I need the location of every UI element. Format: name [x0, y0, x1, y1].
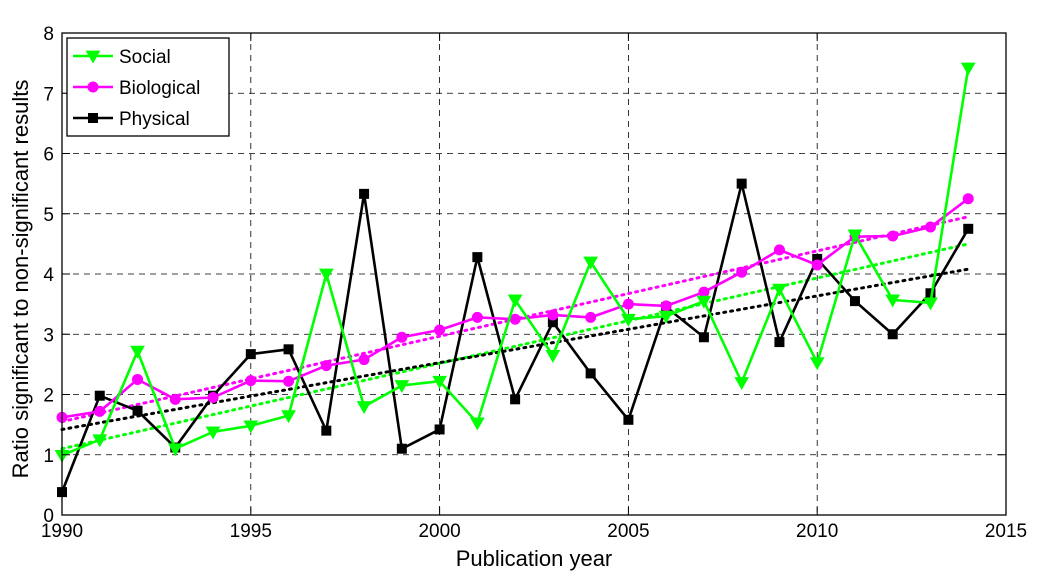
data-point-social [130, 345, 145, 359]
trend-line-social [60, 242, 970, 451]
x-axis-label: Publication year [456, 546, 613, 571]
data-point-social [847, 229, 863, 243]
data-point-physical [623, 414, 634, 425]
data-point-physical [132, 405, 143, 416]
y-tick-label: 3 [43, 325, 54, 346]
data-point-biological [283, 375, 295, 387]
data-point-biological [660, 300, 672, 312]
data-point-social [318, 268, 334, 282]
axis-ticks: 1990 1995 2000 2005 2010 2015 0 1 2 3 4 5 6 7 8 [41, 24, 1027, 542]
y-tick-label: 5 [43, 205, 54, 226]
data-point-biological [924, 221, 936, 233]
y-tick-label: 7 [43, 84, 54, 105]
data-point-physical [585, 368, 596, 379]
data-point-social [432, 375, 447, 389]
series-social [54, 62, 976, 463]
data-point-biological [396, 331, 408, 343]
y-tick-label: 2 [43, 386, 54, 407]
data-point-biological [94, 405, 106, 417]
y-tick-label: 1 [43, 446, 54, 467]
data-point-social [772, 283, 787, 297]
data-point-biological [132, 373, 144, 385]
legend-marker-biological [87, 81, 99, 93]
data-point-biological [207, 392, 219, 404]
data-point-social [923, 297, 938, 311]
data-point-social [167, 443, 183, 457]
data-point-biological [736, 266, 748, 278]
data-point-physical [359, 188, 370, 199]
legend-item-social: Social [73, 47, 171, 68]
legend-label-biological: Biological [119, 78, 200, 99]
x-tick-label: 2015 [985, 521, 1027, 542]
data-point-biological [698, 286, 710, 298]
data-point-social [92, 434, 108, 448]
data-point-physical [321, 425, 332, 436]
data-point-physical [698, 332, 709, 343]
data-point-social [281, 410, 296, 424]
data-point-biological [358, 354, 370, 366]
data-point-biological [547, 309, 559, 321]
data-point-biological [434, 324, 446, 336]
y-tick-label: 6 [43, 145, 54, 166]
data-point-physical [283, 344, 294, 355]
data-point-biological [471, 311, 483, 323]
x-tick-label: 2005 [607, 521, 649, 542]
data-point-biological [887, 230, 899, 242]
data-point-social [394, 380, 410, 393]
y-tick-label: 4 [43, 265, 54, 286]
data-point-social [621, 313, 636, 327]
data-point-social [696, 295, 712, 309]
data-point-biological [773, 244, 785, 256]
legend: Social Biological Physical [66, 37, 230, 137]
data-point-biological [245, 375, 257, 387]
data-point-social [809, 357, 825, 371]
x-tick-label: 1990 [41, 521, 83, 542]
data-point-physical [510, 394, 521, 405]
y-tick-label: 0 [43, 506, 54, 527]
data-point-biological [622, 298, 634, 310]
legend-marker-social [85, 50, 101, 64]
data-point-physical [472, 252, 483, 263]
data-point-social [469, 417, 485, 431]
legend-label-physical: Physical [119, 109, 190, 130]
data-point-physical [94, 390, 105, 401]
data-point-social [545, 349, 561, 363]
data-point-social [960, 62, 976, 76]
data-point-biological [962, 193, 974, 205]
legend-label-social: Social [119, 47, 171, 68]
y-axis-label: Ratio significant to non-significant res… [8, 80, 33, 479]
data-point-social [583, 256, 599, 270]
data-point-biological [169, 393, 181, 405]
data-point-physical [774, 337, 785, 348]
data-point-physical [245, 349, 256, 360]
data-point-social [885, 294, 901, 308]
y-tick-label: 8 [43, 24, 54, 45]
legend-item-physical: Physical [73, 109, 190, 130]
data-point-physical [736, 178, 747, 189]
series-lines [54, 62, 976, 498]
legend-marker-physical [88, 113, 98, 123]
data-point-physical [434, 424, 445, 435]
data-point-social [205, 426, 221, 440]
data-point-physical [849, 296, 860, 307]
data-point-social [356, 401, 372, 415]
data-point-social [658, 310, 674, 324]
data-point-physical [963, 223, 974, 234]
data-point-physical [396, 443, 407, 454]
data-point-biological [320, 360, 332, 372]
x-tick-label: 2000 [418, 521, 460, 542]
legend-item-biological: Biological [73, 78, 200, 99]
data-point-biological [811, 259, 823, 271]
data-point-social [734, 377, 750, 390]
data-point-social [243, 420, 259, 434]
data-point-physical [887, 329, 898, 340]
x-tick-label: 1995 [230, 521, 272, 542]
data-point-social [507, 294, 523, 308]
x-tick-label: 2010 [796, 521, 838, 542]
data-point-biological [585, 311, 597, 323]
